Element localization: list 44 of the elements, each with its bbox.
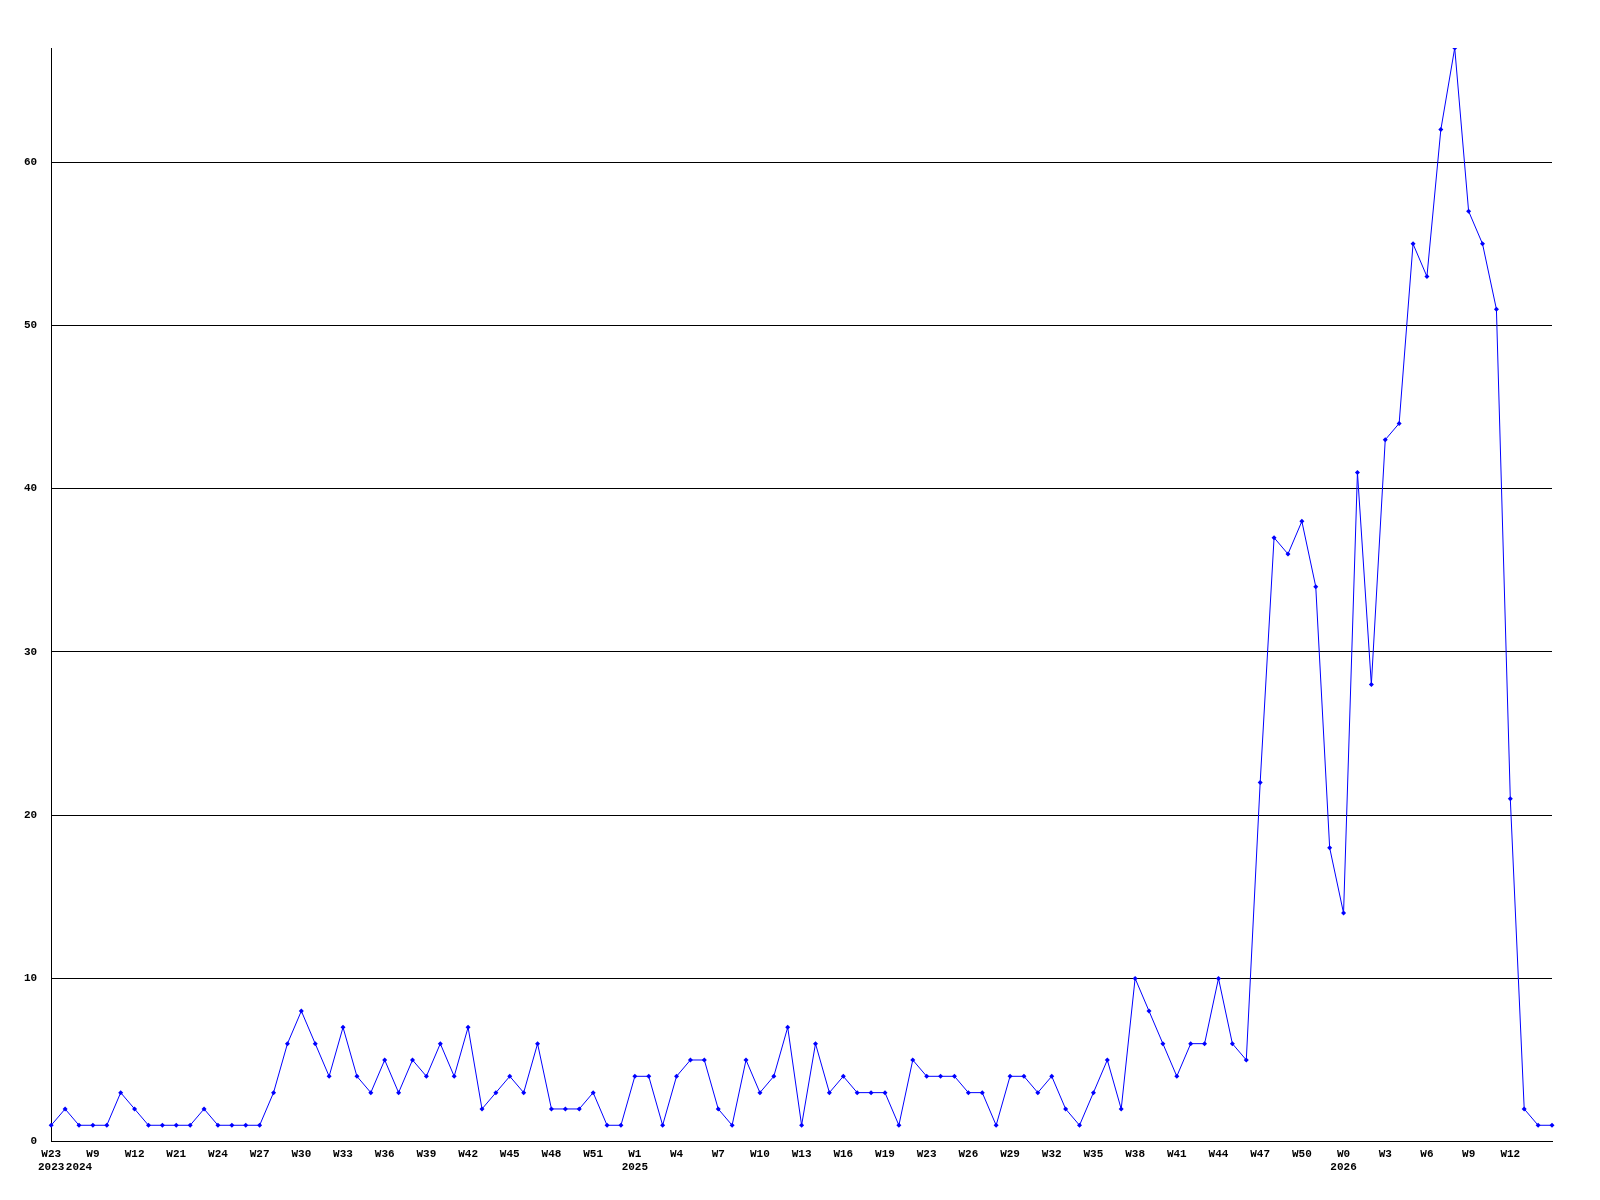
x-tick-label: W45 [499, 1147, 521, 1160]
x-tick-label: W35 [1083, 1147, 1104, 1160]
x-tick-label: W12 [1500, 1147, 1521, 1160]
x-tick-label: W1 2025 [621, 1147, 649, 1174]
x-tick-label: W33 [333, 1147, 354, 1160]
x-tick-label: W36 [374, 1147, 395, 1160]
x-tick-label: W32 [1041, 1147, 1062, 1160]
x-tick-label: W51 [583, 1147, 604, 1160]
x-tick-label: W13 [791, 1147, 812, 1160]
y-tick-label: 60 [24, 156, 38, 169]
y-tick-label: 20 [24, 808, 38, 821]
x-tick-label: W27 [249, 1147, 270, 1160]
y-tick-label: 50 [24, 319, 38, 332]
x-tick-label: W39 [416, 1147, 437, 1160]
y-tick-label: 0 [30, 1135, 38, 1148]
x-tick-label: W24 [208, 1147, 229, 1160]
x-tick-label: W6 [1420, 1147, 1434, 1160]
x-tick-label: W26 [958, 1147, 979, 1160]
x-tick-label: W48 [541, 1147, 562, 1160]
x-tick-label: W47 [1250, 1147, 1271, 1160]
x-tick-label: W44 [1208, 1147, 1229, 1160]
x-tick-label: W0 2026 [1330, 1147, 1357, 1174]
x-tick-label: W9 [1462, 1147, 1476, 1160]
x-tick-label: W10 [750, 1147, 770, 1160]
x-tick-label: W7 [711, 1147, 725, 1160]
x-tick-label: W23 [916, 1147, 937, 1160]
y-tick-label: 10 [24, 972, 38, 985]
x-tick-label: W38 [1125, 1147, 1146, 1160]
x-tick-label: W50 [1291, 1147, 1312, 1160]
x-tick-label: W3 [1378, 1147, 1393, 1160]
x-tick-label: W4 [669, 1147, 684, 1160]
x-tick-label: 2024 [65, 1161, 93, 1174]
x-tick-label: W16 [833, 1147, 854, 1160]
x-tick-label: W12 [124, 1147, 145, 1160]
x-tick-label: W23 2023 [38, 1147, 65, 1174]
x-tick-label: W9 [86, 1147, 100, 1160]
x-tick-label: W29 [1000, 1147, 1020, 1160]
x-tick-label: W30 [291, 1147, 312, 1160]
x-tick-label: W21 [166, 1147, 187, 1160]
x-tick-label: W41 [1166, 1147, 1188, 1160]
x-tick-label: W19 [875, 1147, 895, 1160]
y-tick-label: 30 [24, 645, 38, 658]
y-tick-label: 40 [24, 482, 38, 495]
x-tick-label: W42 [458, 1147, 478, 1160]
